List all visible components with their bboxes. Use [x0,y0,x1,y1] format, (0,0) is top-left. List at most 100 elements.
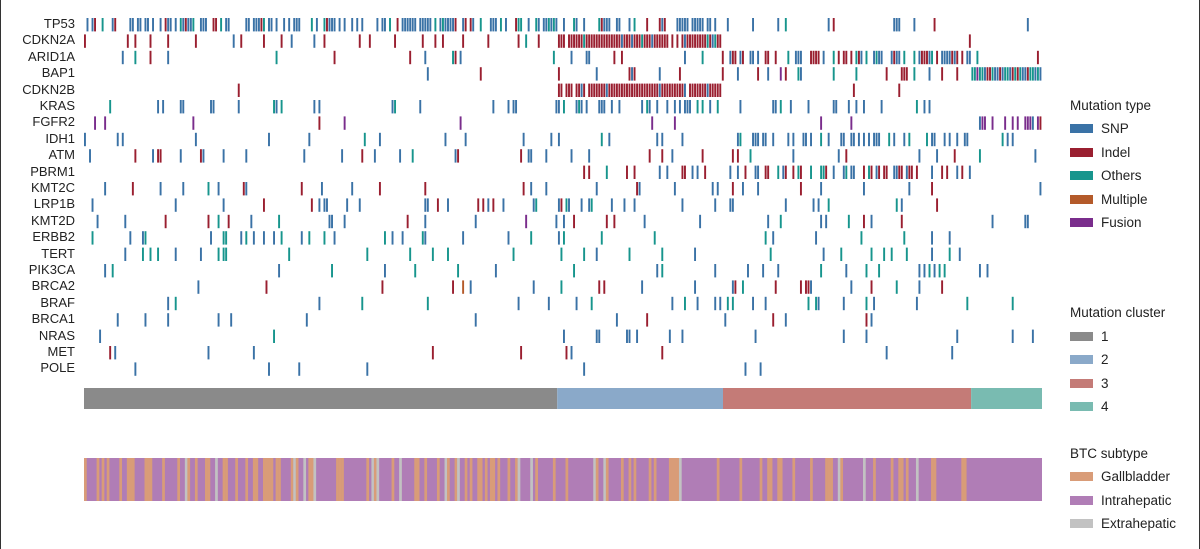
mutation-mark-tp53 [449,18,452,32]
mutation-mark-atm [661,149,664,163]
mutation-mark-cdkn2b [600,83,603,97]
mutation-mark-braf [547,296,550,311]
mutation-mark-pbrm1 [956,165,959,179]
mutation-mark-arid1a [794,50,797,65]
mutation-mark-brca2 [641,280,644,294]
mutation-mark-kmt2c [245,182,248,196]
mutation-mark-fgfr2 [673,116,676,130]
mutation-mark-tert [225,247,228,261]
mutation-mark-lrp1b [346,198,349,212]
mutation-mark-arid1a [588,50,591,65]
mutation-mark-arid1a [701,50,704,65]
mutation-mark-arid1a [552,50,555,65]
mutation-mark-braf [1011,296,1014,311]
mutation-mark-atm [134,149,137,163]
mutation-mark-erbb2 [557,231,560,245]
mutation-mark-tp53 [633,18,636,32]
mutation-mark-cdkn2b [618,83,621,97]
mutation-mark-pik3ca [918,264,921,278]
mutation-mark-idh1 [810,132,812,147]
mutation-mark-kmt2d [343,214,346,229]
mutation-mark-arid1a [454,50,457,65]
mutation-mark-arid1a [333,50,336,65]
mutation-mark-bap1 [1021,67,1024,81]
subtype-bar-sample [603,458,607,501]
mutation-mark-kras [923,100,926,114]
mutation-mark-cdkn2a [701,34,704,48]
mutation-mark-lrp1b [588,198,591,212]
mutation-mark-tp53 [505,18,507,32]
subtype-bar-sample [769,458,773,501]
mutation-mark-bap1 [767,67,770,81]
mutation-mark-brca1 [615,313,618,327]
mutation-mark-atm [199,149,202,163]
mutation-mark-tert [141,247,144,261]
mutation-mark-cdkn2a [525,34,528,48]
mutation-mark-cdkn2a [595,34,598,48]
subtype-bar-background [84,458,1042,501]
mutation-mark-tp53 [169,18,172,32]
mutation-mark-tp53 [555,18,558,32]
mutation-mark-arid1a [452,50,454,65]
mutation-mark-lrp1b [358,198,361,212]
mutation-mark-bap1 [903,67,906,81]
mutation-mark-arid1a [951,50,954,65]
mutation-mark-cdkn2a [134,34,137,48]
gene-label: KMT2C [30,180,75,195]
mutation-mark-tert [661,247,664,261]
mutation-mark-cdkn2b [575,83,578,97]
subtype-bar-sample [840,458,844,501]
mutation-mark-kmt2c [530,182,533,196]
mutation-mark-tp53 [424,18,427,32]
mutation-mark-erbb2 [903,231,906,245]
legend-label: Gallbladder [1101,469,1171,484]
mutation-mark-tp53 [608,18,611,32]
subtype-bar-sample [84,458,87,501]
mutation-mark-erbb2 [91,231,94,245]
gene-label: TP53 [43,16,75,31]
mutation-mark-bap1 [595,67,598,81]
mutation-mark-lrp1b [560,198,563,212]
mutation-mark-idh1 [926,132,928,147]
mutation-mark-tp53 [144,18,147,32]
mutation-mark-lrp1b [557,198,560,212]
mutation-mark-cdkn2a [557,34,560,48]
mutation-mark-atm [89,149,91,163]
mutation-mark-atm [303,149,306,163]
mutation-mark-brca2 [532,280,535,294]
mutation-mark-atm [361,149,364,163]
mutation-mark-brca2 [469,280,472,294]
mutation-mark-bap1 [1039,67,1042,81]
mutation-mark-atm [837,149,840,163]
mutation-mark-fgfr2 [1024,116,1027,130]
mutation-mark-cdkn2b [605,83,608,97]
mutation-mark-brca1 [772,313,775,327]
mutation-mark-tp53 [227,18,230,32]
mutation-mark-kmt2d [767,214,770,229]
subtype-bar-sample [676,458,680,501]
mutation-mark-pbrm1 [895,165,898,179]
mutation-mark-nras [598,329,601,343]
mutation-mark-pbrm1 [757,165,760,179]
mutation-mark-arid1a [976,50,979,65]
mutation-mark-kras [709,100,712,114]
subtype-bar-sample [492,458,496,501]
mutation-mark-kmt2c [595,182,598,196]
mutation-mark-bap1 [631,67,633,81]
mutation-mark-atm [520,149,523,163]
mutation-mark-lrp1b [681,198,684,212]
mutation-mark-pbrm1 [905,165,908,179]
mutation-mark-lrp1b [436,198,439,212]
subtype-bar-sample [515,458,518,501]
mutation-mark-pbrm1 [784,165,787,179]
mutation-mark-lrp1b [326,198,328,212]
mutation-mark-cdkn2b [560,83,563,97]
mutation-mark-tp53 [752,18,754,32]
mutation-mark-pbrm1 [754,165,757,179]
mutation-mark-kras [716,100,719,114]
subtype-bar-sample [890,458,894,501]
mutation-mark-kmt2c [320,182,323,196]
mutation-mark-tp53 [268,18,270,32]
mutation-mark-tp53 [550,18,553,32]
mutation-mark-bap1 [799,67,802,81]
